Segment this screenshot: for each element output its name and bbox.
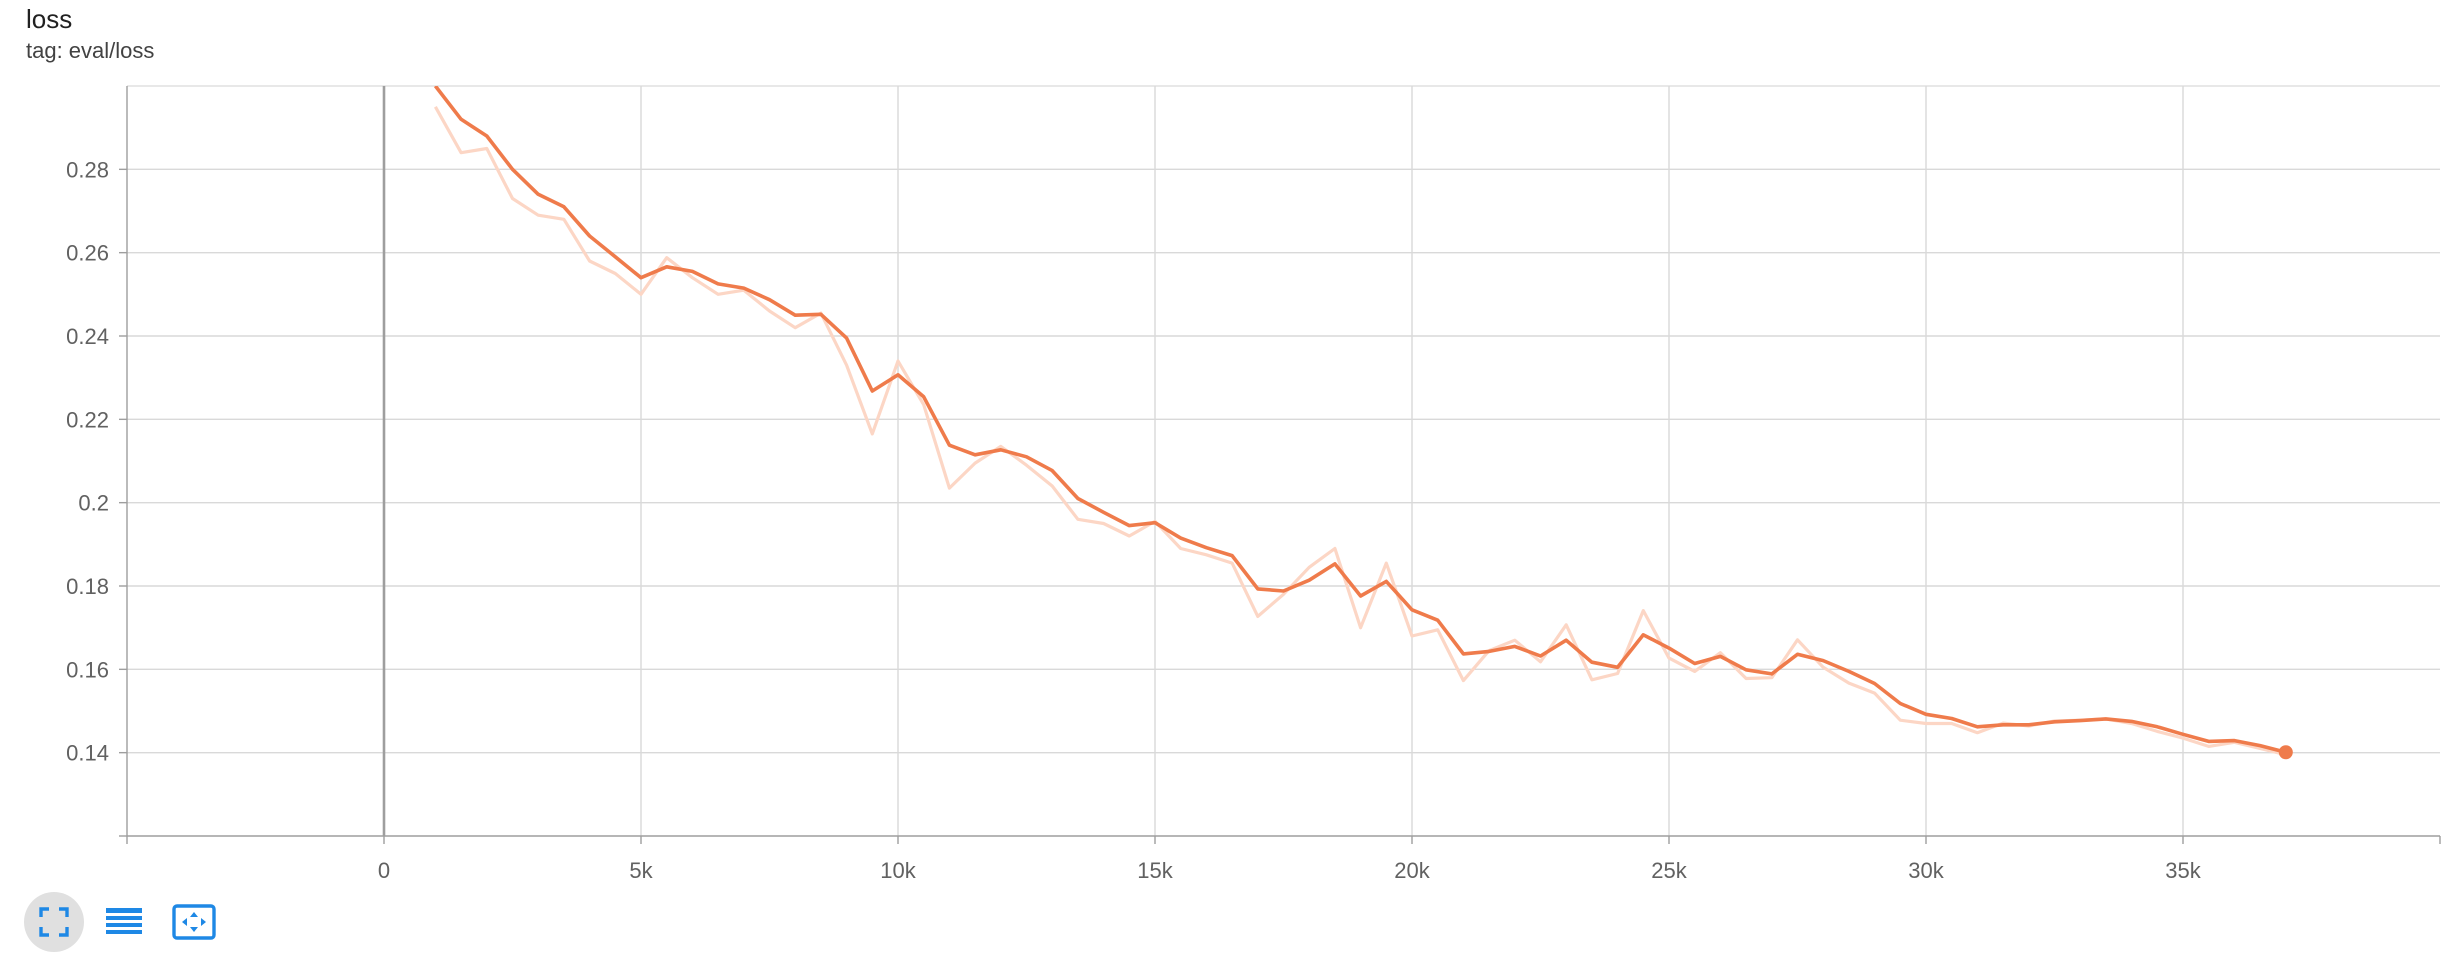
x-tick-label: 20k: [1394, 858, 1430, 880]
fullscreen-icon: [37, 905, 71, 939]
axes: [119, 86, 2441, 844]
data-table-icon: [104, 905, 144, 939]
fit-domain-button[interactable]: [164, 892, 224, 952]
data-table-button[interactable]: [94, 892, 154, 952]
x-tick-label: 35k: [2165, 858, 2201, 880]
card-tag: tag: eval/loss: [26, 38, 155, 63]
last-point-marker: [2278, 745, 2293, 760]
x-tick-label: 0: [378, 858, 390, 880]
x-tick-label: 5k: [629, 858, 653, 880]
smoothed-loss-line: [433, 86, 2287, 755]
raw-loss-line: [434, 106, 2287, 757]
x-tick-labels: 0 5k 10k 15k 20k 25k 30k 35k: [378, 858, 2202, 880]
y-tick-label: 0.28: [66, 157, 109, 182]
fit-domain-icon: [171, 903, 217, 941]
y-tick-label: 0.16: [66, 657, 109, 682]
fullscreen-button[interactable]: [24, 892, 84, 952]
y-tick-label: 0.26: [66, 241, 109, 266]
x-tick-label: 30k: [1908, 858, 1944, 880]
card-title: loss: [26, 4, 73, 34]
y-tick-label: 0.24: [66, 324, 109, 349]
y-tick-labels: 0.14 0.16 0.18 0.2 0.22 0.24 0.26 0.28: [66, 157, 109, 765]
loss-line-chart[interactable]: 0.14 0.16 0.18 0.2 0.22 0.24 0.26 0.28 0 5k 10k 15…: [0, 0, 2458, 880]
x-tick-label: 25k: [1651, 858, 1687, 880]
y-tick-label: 0.22: [66, 407, 109, 432]
x-tick-label: 15k: [1137, 858, 1173, 880]
y-tick-label: 0.14: [66, 741, 109, 766]
x-tick-label: 10k: [880, 858, 916, 880]
chart-toolbar: [24, 886, 224, 958]
y-tick-label: 0.18: [66, 574, 109, 599]
y-tick-label: 0.2: [78, 491, 109, 516]
series-layer: [433, 86, 2287, 757]
grid-lines: [127, 85, 2440, 836]
